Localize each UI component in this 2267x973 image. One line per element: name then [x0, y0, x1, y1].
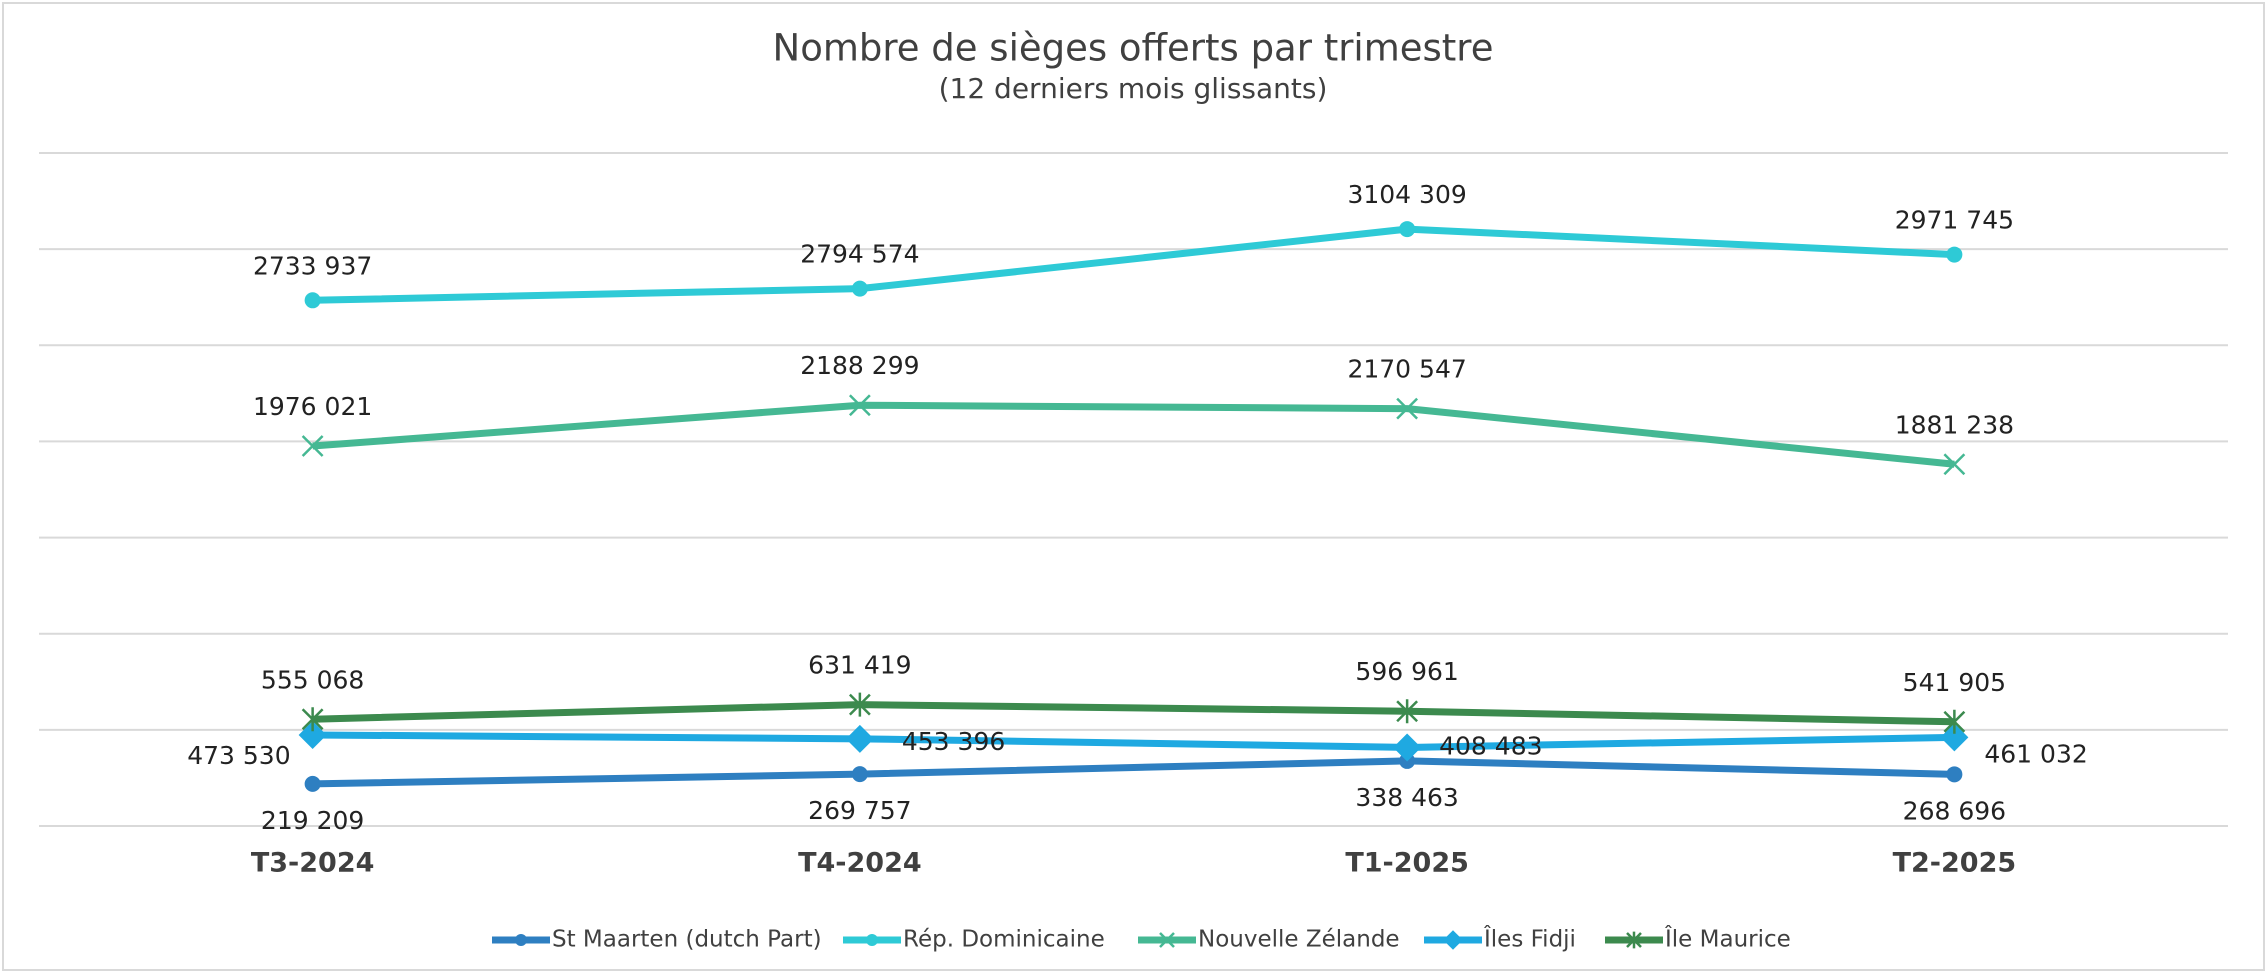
data-label: 473 530	[187, 741, 290, 770]
data-label: 1976 021	[253, 392, 372, 421]
chart-subtitle: (12 derniers mois glissants)	[939, 72, 1328, 105]
x-tick-label: T3-2024	[251, 848, 375, 879]
point	[845, 724, 874, 753]
data-label: 408 483	[1439, 731, 1542, 760]
series-line	[312, 701, 1955, 726]
point	[851, 280, 868, 297]
legend-marker	[515, 934, 527, 946]
point	[301, 707, 324, 732]
legend-label: Îles Fidji	[1483, 925, 1576, 953]
x-tick-label: T2-2025	[1893, 848, 2017, 879]
legend-marker	[866, 934, 878, 946]
legend-marker	[1626, 931, 1642, 949]
data-label: 269 757	[808, 796, 911, 825]
legend-marker	[1159, 932, 1175, 948]
legend-label: St Maarten (dutch Part)	[552, 927, 822, 953]
x-tick-label: T4-2024	[798, 848, 922, 879]
data-label: 2188 299	[800, 351, 919, 380]
legend-label: Nouvelle Zélande	[1198, 927, 1400, 953]
chart-title: Nombre de sièges offerts par trimestre	[773, 27, 1494, 70]
data-label: 461 032	[1984, 739, 2087, 768]
data-label: 596 961	[1355, 657, 1458, 686]
data-label: 2170 547	[1347, 355, 1466, 384]
data-label: 541 905	[1903, 668, 2006, 697]
data-label: 2971 745	[1895, 206, 2014, 235]
point	[1943, 709, 1966, 734]
point	[848, 394, 871, 417]
data-label: 555 068	[261, 665, 364, 694]
point	[1943, 453, 1966, 476]
series-line	[312, 401, 1955, 468]
data-label: 219 209	[261, 806, 364, 835]
data-label: 2794 574	[800, 240, 919, 269]
legend-label: Rép. Dominicaine	[903, 927, 1105, 953]
data-label: 453 396	[902, 727, 1005, 756]
legend-label: Île Maurice	[1664, 925, 1791, 953]
point	[1946, 246, 1963, 263]
data-label: 631 419	[808, 651, 911, 680]
data-label: 3104 309	[1347, 180, 1466, 209]
data-label: 268 696	[1903, 796, 2006, 825]
data-label: 2733 937	[253, 251, 372, 280]
legend-marker	[1443, 930, 1463, 950]
point	[1399, 221, 1416, 238]
point	[1946, 766, 1963, 783]
point	[851, 766, 868, 783]
point	[1393, 733, 1422, 762]
series-line	[312, 757, 1955, 788]
data-label: 1881 238	[1895, 410, 2014, 439]
point	[1396, 397, 1419, 420]
point	[304, 292, 321, 309]
series-line	[312, 225, 1955, 304]
point	[304, 775, 321, 792]
x-tick-label: T1-2025	[1345, 848, 1469, 879]
point	[1396, 699, 1419, 724]
data-label: 338 463	[1355, 783, 1458, 812]
point	[301, 435, 324, 457]
point	[848, 692, 871, 717]
series-line	[312, 731, 1955, 751]
